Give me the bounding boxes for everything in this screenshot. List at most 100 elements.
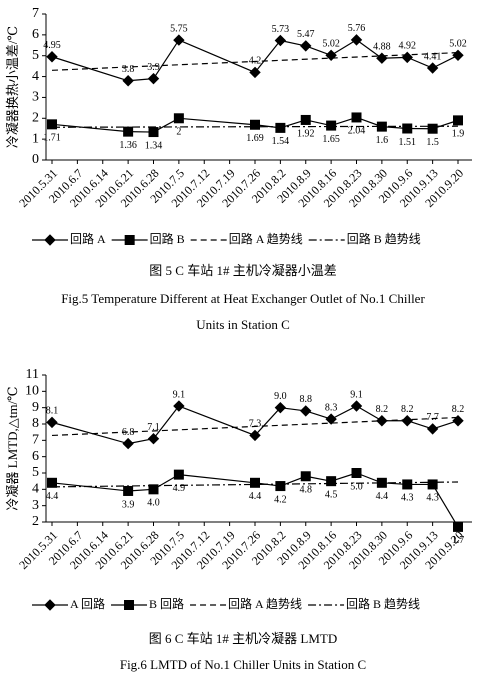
- square-marker: [402, 479, 413, 490]
- y-tick-label: 7: [32, 433, 39, 448]
- diamond-marker: [401, 415, 413, 427]
- data-label: 1.9: [452, 129, 465, 140]
- data-label: 4.4: [249, 491, 262, 502]
- series-segment: [432, 484, 459, 528]
- square-marker: [300, 114, 311, 125]
- caption-en: Fig.5 Temperature Different at Heat Exch…: [61, 291, 425, 306]
- data-label: 5.76: [348, 23, 366, 34]
- series-segment: [407, 56, 433, 69]
- y-tick-label: 7: [32, 6, 39, 21]
- series-segment: [254, 407, 281, 436]
- diamond-marker: [44, 234, 56, 246]
- square-marker: [427, 123, 438, 134]
- series-segment: [178, 405, 256, 436]
- legend-label: 回路 A 趋势线: [229, 231, 303, 246]
- square-marker: [453, 521, 463, 532]
- y-tick-label: 11: [26, 367, 39, 382]
- data-label: 4.41: [424, 51, 442, 62]
- diamond-marker: [401, 51, 413, 64]
- series-segment: [356, 405, 383, 422]
- series-segment: [51, 123, 129, 133]
- series-segment: [51, 51, 459, 71]
- diamond-marker: [147, 72, 160, 85]
- series-segment: [305, 45, 332, 56]
- data-label: 5.73: [272, 24, 290, 35]
- series-segment: [330, 39, 357, 56]
- y-tick-label: 10: [25, 384, 39, 399]
- data-label: 8.3: [325, 402, 338, 413]
- data-label: 9.1: [173, 389, 186, 400]
- data-label: 1.7: [452, 535, 465, 546]
- y-tick-label: 9: [32, 400, 39, 415]
- caption: 图 5 C 车站 1# 主机冷凝器小温差: [149, 263, 336, 278]
- diamond-marker: [147, 432, 160, 445]
- diamond-marker: [350, 34, 363, 46]
- data-label: 4.3: [401, 493, 414, 504]
- series-segment: [152, 39, 180, 79]
- caption-en: Units in Station C: [196, 317, 290, 332]
- series-segment: [178, 39, 256, 73]
- data-label: 7.7: [426, 412, 439, 423]
- y-tick-label: 1: [32, 131, 39, 146]
- series-segment: [51, 481, 459, 488]
- square-marker: [173, 113, 184, 124]
- data-label: 1.6: [376, 135, 389, 146]
- data-label: 4.9: [173, 483, 186, 494]
- data-label: 4.92: [399, 41, 417, 52]
- y-tick-label: 2: [32, 514, 39, 529]
- data-label: 1.51: [399, 137, 417, 148]
- square-marker: [275, 122, 286, 133]
- data-label: 8.2: [401, 404, 414, 415]
- data-label: 3.8: [122, 64, 135, 75]
- diamond-marker: [249, 66, 261, 79]
- diamond-marker: [350, 400, 363, 412]
- series-segment: [51, 421, 129, 445]
- data-label: 4.4: [46, 491, 59, 502]
- diamond-marker: [249, 429, 261, 442]
- data-label: 4.95: [43, 40, 61, 51]
- y-tick-label: 0: [32, 152, 39, 167]
- square-marker: [148, 127, 159, 138]
- y-tick-label: 3: [32, 90, 39, 105]
- series-segment: [254, 40, 281, 73]
- square-marker: [351, 468, 362, 478]
- y-tick-label: 6: [32, 27, 39, 42]
- diamond-marker: [274, 34, 287, 47]
- diamond-marker: [426, 423, 439, 435]
- square-marker: [275, 481, 286, 492]
- data-label: 8.1: [46, 406, 59, 417]
- y-tick-label: 8: [32, 416, 39, 431]
- square-marker: [173, 469, 184, 480]
- y-tick-label: 4: [32, 482, 39, 497]
- series-segment: [178, 474, 256, 484]
- data-label: 5.75: [170, 23, 188, 34]
- legend-label: 回路 B 趋势线: [346, 596, 420, 611]
- data-label: 4.5: [325, 489, 338, 500]
- data-label: 4.8: [300, 485, 313, 496]
- square-marker: [124, 600, 135, 610]
- square-marker: [402, 123, 413, 134]
- caption-en: Fig.6 LMTD of No.1 Chiller Units in Stat…: [120, 657, 366, 672]
- legend-label: 回路 B 趋势线: [347, 231, 421, 246]
- legend-label: 回路 B: [150, 231, 185, 246]
- y-tick-label: 5: [32, 48, 39, 63]
- series-segment: [432, 54, 459, 69]
- series-segment: [51, 56, 129, 82]
- data-label: 1.69: [246, 133, 264, 144]
- data-label: 4.88: [373, 42, 391, 53]
- y-axis-label: 冷凝器换热小温差/℃: [5, 26, 20, 148]
- data-label: 5.0: [350, 481, 363, 492]
- diamond-marker: [173, 400, 185, 412]
- data-label: 2.04: [348, 126, 366, 137]
- square-marker: [326, 476, 337, 487]
- data-label: 1.54: [272, 136, 290, 147]
- diamond-marker: [122, 75, 134, 87]
- data-label: 9.0: [274, 391, 287, 402]
- diamond-marker: [426, 62, 439, 74]
- data-label: 4.0: [147, 498, 160, 509]
- diamond-marker: [325, 413, 337, 425]
- diamond-marker: [44, 599, 56, 611]
- diamond-marker: [274, 401, 287, 414]
- diamond-marker: [376, 52, 388, 64]
- data-label: 3.9: [147, 62, 160, 73]
